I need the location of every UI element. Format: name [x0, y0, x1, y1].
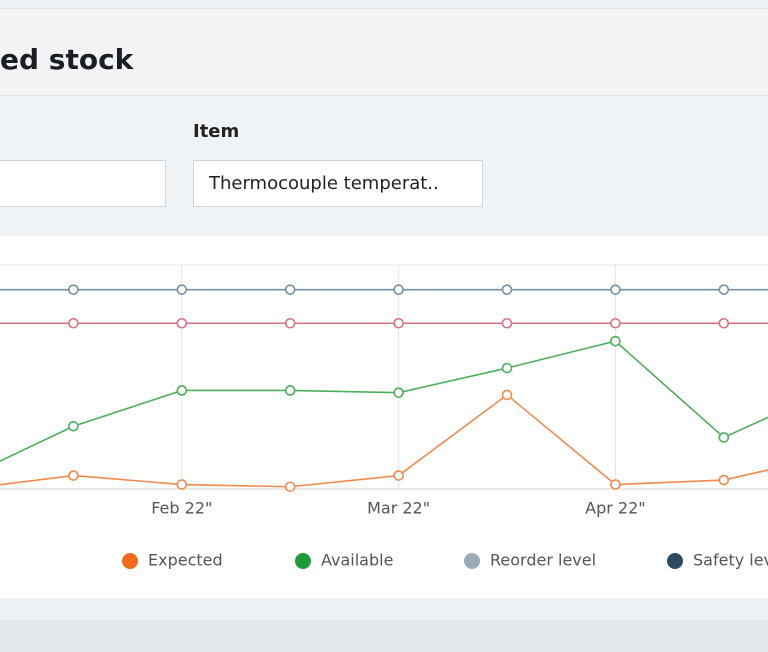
point	[176, 479, 188, 490]
point	[718, 474, 730, 486]
point	[610, 335, 621, 347]
point	[284, 481, 296, 493]
point	[718, 317, 730, 329]
x-tick-label: Apr 22"	[585, 499, 645, 518]
page-title: ed stock	[0, 43, 134, 76]
chart: Jan 22"Feb 22"Mar 22"Apr 22"quiredExpect…	[0, 264, 768, 570]
x-tick-label: Feb 22"	[151, 499, 212, 518]
legend-label: Expected	[148, 551, 223, 570]
point	[501, 389, 513, 401]
point	[284, 284, 296, 295]
legend-label: Available	[321, 551, 393, 570]
point	[176, 385, 188, 396]
point	[610, 284, 621, 295]
point	[68, 420, 79, 432]
point	[393, 470, 404, 481]
filter-input[interactable]	[0, 160, 166, 207]
point	[284, 385, 296, 396]
series-line	[0, 340, 768, 463]
point	[176, 317, 188, 329]
series-line	[0, 393, 768, 488]
point	[68, 470, 79, 481]
footer	[0, 620, 768, 652]
legend-label: Safety lev	[693, 551, 768, 570]
point	[68, 284, 79, 295]
legend-swatch	[667, 553, 683, 569]
point	[393, 284, 404, 295]
point	[176, 284, 188, 295]
x-tick-label: Mar 22"	[367, 499, 430, 518]
legend-swatch	[295, 553, 311, 569]
point	[501, 362, 513, 374]
item-input[interactable]: Thermocouple temperat..	[193, 160, 483, 207]
legend-swatch	[464, 553, 480, 569]
legend-swatch	[122, 553, 138, 569]
point	[718, 432, 730, 443]
point	[393, 317, 404, 329]
filters: Item Thermocouple temperat..	[0, 96, 768, 235]
point	[610, 317, 621, 329]
point	[501, 317, 513, 329]
point	[68, 317, 79, 329]
item-label: Item	[193, 121, 240, 142]
legend-label: Reorder level	[490, 551, 596, 570]
header: ed stock	[0, 8, 768, 96]
point	[284, 317, 296, 329]
point	[718, 284, 730, 295]
point	[501, 284, 513, 295]
point	[610, 479, 621, 490]
chart-card: Jan 22"Feb 22"Mar 22"Apr 22"quiredExpect…	[0, 236, 768, 598]
point	[393, 387, 404, 398]
